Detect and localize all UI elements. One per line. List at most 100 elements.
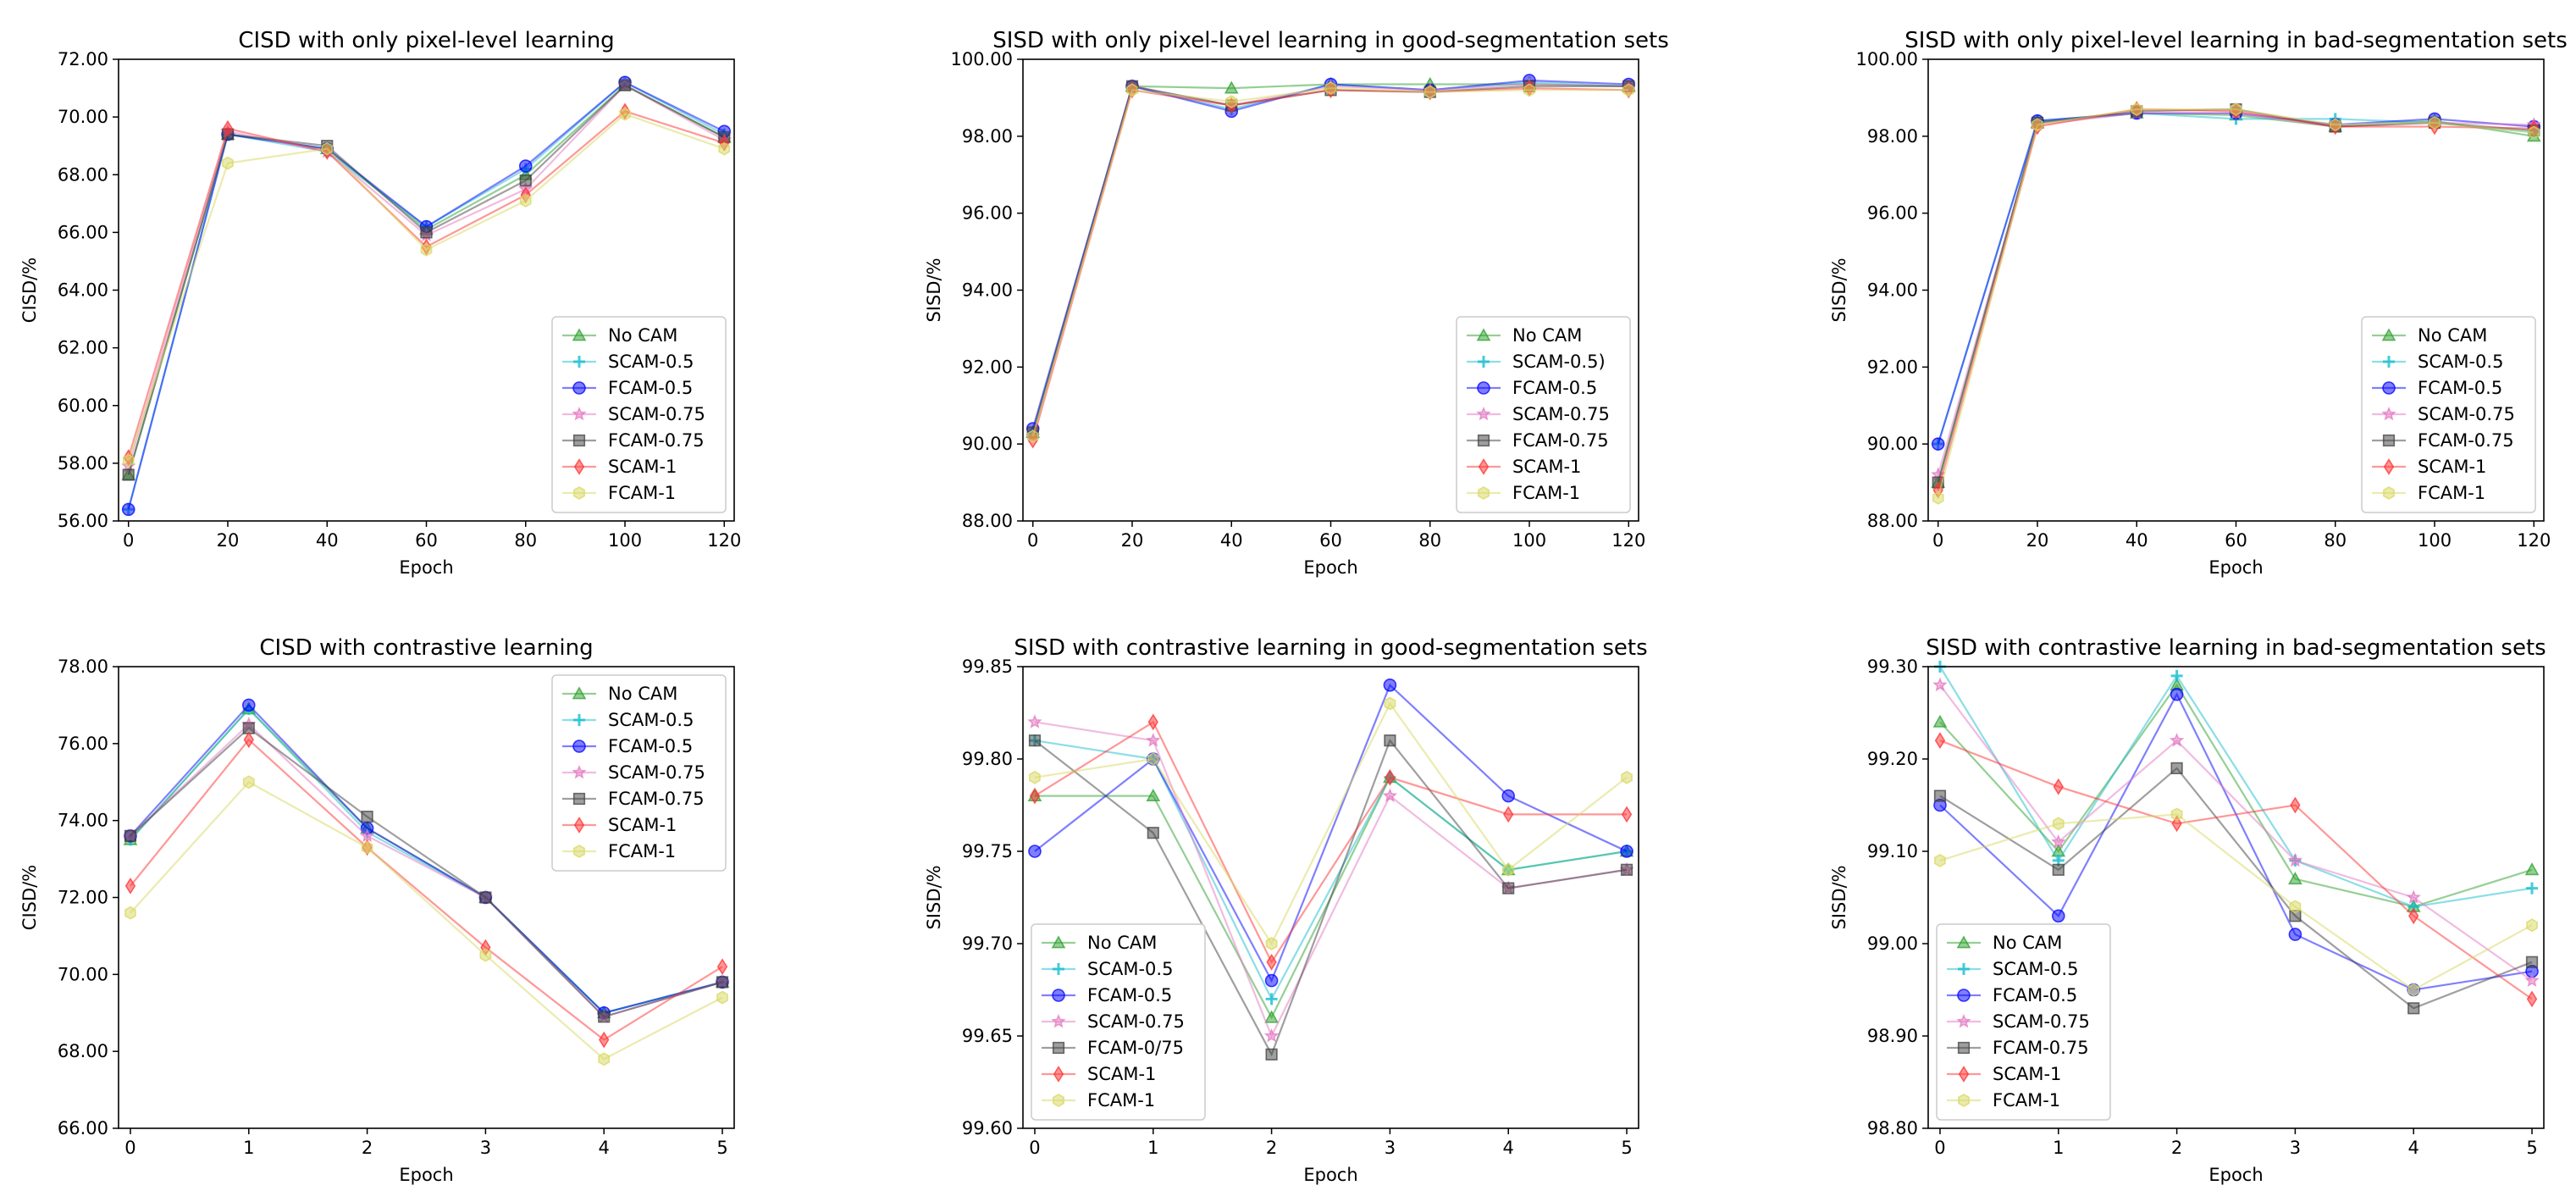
legend-entry-fcam-1: FCAM-1 — [1512, 483, 1580, 503]
x-tick-label: 40 — [1220, 530, 1243, 551]
legend-marker — [573, 845, 585, 858]
x-tick-label: 100 — [2418, 530, 2452, 551]
data-point — [1029, 787, 1041, 805]
legend-marker — [1053, 1094, 1064, 1107]
legend-marker — [573, 356, 585, 368]
y-tick-label: 99.85 — [962, 656, 1013, 677]
legend-entry-fcam-0-75: FCAM-0.75 — [2418, 430, 2514, 451]
y-tick-label: 78.00 — [58, 656, 108, 677]
data-point — [1620, 863, 1633, 876]
data-point — [361, 840, 373, 855]
data-point — [2329, 118, 2341, 132]
series-line-fcam-0-75 — [1034, 739, 1628, 1057]
x-tick-label: 80 — [514, 530, 537, 551]
x-tick-label: 100 — [1512, 530, 1546, 551]
data-point — [241, 698, 256, 712]
data-point — [1503, 806, 1514, 823]
data-point — [1146, 733, 1161, 747]
y-tick-label: 100.00 — [951, 49, 1013, 69]
x-tick-label: 40 — [2125, 530, 2148, 551]
series-fcam-1 — [1934, 807, 2538, 997]
data-point — [519, 193, 532, 208]
data-point — [2131, 102, 2143, 116]
data-point — [1147, 713, 1158, 731]
series-line-no-cam — [1939, 683, 2533, 908]
data-point — [479, 891, 492, 904]
data-point — [1931, 437, 1945, 451]
series-line-fcam-0-75 — [130, 727, 723, 1018]
legend-marker — [1957, 989, 1971, 1002]
legend-entry-no-cam: No CAM — [1512, 325, 1582, 346]
chart-panel-3: SISD with only pixel-level learning in b… — [1829, 28, 2568, 578]
data-point — [2230, 102, 2242, 116]
legend-marker — [1958, 963, 1970, 975]
legend-entry-no-cam: No CAM — [1087, 933, 1157, 953]
y-tick-label: 76.00 — [58, 734, 108, 754]
data-point — [2169, 733, 2185, 747]
series-line-fcam-1 — [1034, 701, 1628, 946]
data-point — [2051, 909, 2065, 923]
series-line-fcam-1 — [130, 780, 723, 1061]
chart-title: CISD with contrastive learning — [259, 635, 593, 661]
legend: No CAM SCAM-0.5 FCAM-0.5 SCAM-0.75 FCAM-0/75… — [1031, 923, 1206, 1121]
data-point — [1026, 429, 1039, 444]
data-point — [1933, 789, 1947, 802]
data-point — [2051, 834, 2066, 849]
chart-panel-4: CISD with contrastive learning 66.00 68.00… — [19, 635, 735, 1185]
legend-box — [1936, 923, 2111, 1121]
legend-entry-fcam-0-5: FCAM-0.5 — [1512, 378, 1597, 398]
x-tick-label: 5 — [716, 1138, 727, 1158]
data-point — [1934, 732, 1946, 750]
y-tick-label: 99.20 — [1867, 749, 1918, 769]
data-point — [2170, 687, 2184, 701]
data-point — [2289, 900, 2302, 914]
y-axis-label: CISD/% — [19, 865, 40, 930]
data-point — [1621, 806, 1633, 823]
legend-entry-fcam-1: FCAM-1 — [1087, 1090, 1155, 1111]
legend-marker — [572, 764, 587, 779]
x-tick-label: 80 — [1418, 530, 1441, 551]
legend-marker — [572, 328, 587, 341]
data-point — [518, 159, 533, 173]
legend-entry-scam-0-75: SCAM-0.75 — [2418, 404, 2515, 424]
chart-title: SISD with only pixel-level learning in b… — [1904, 28, 2568, 53]
data-point — [1028, 845, 1042, 858]
y-tick-label: 98.80 — [1867, 1118, 1918, 1138]
x-tick-label: 0 — [1027, 530, 1038, 551]
legend-marker — [2382, 381, 2396, 395]
data-point — [1622, 83, 1635, 97]
data-point — [479, 948, 492, 962]
chart-title: SISD with contrastive learning in bad-se… — [1926, 635, 2546, 661]
legend-entry-fcam-0-5: FCAM-0.5 — [1993, 985, 2077, 1005]
legend-entry-fcam-1: FCAM-1 — [608, 841, 676, 861]
y-tick-label: 62.00 — [58, 338, 108, 358]
legend-entry-scam-0-75: SCAM-0.75 — [1512, 404, 1610, 424]
legend-marker — [2383, 356, 2395, 368]
x-tick-label: 80 — [2324, 530, 2347, 551]
data-point — [2052, 817, 2065, 831]
legend-marker — [573, 714, 585, 726]
data-point — [1147, 752, 1159, 766]
data-point — [122, 468, 135, 481]
x-tick-label: 0 — [1932, 530, 1943, 551]
legend-entry-fcam-0-75: FCAM-0.75 — [608, 430, 705, 451]
series-no-cam — [1932, 678, 2540, 912]
legend-marker — [1478, 458, 1490, 475]
legend-marker — [2381, 406, 2396, 421]
legend-entry-fcam-0-5: FCAM-0.5 — [608, 378, 693, 398]
data-point — [1423, 85, 1436, 99]
legend-marker — [1477, 434, 1490, 447]
data-point — [222, 156, 234, 170]
legend-entry-fcam-0-5: FCAM-0.5 — [2418, 378, 2502, 398]
y-axis-label: CISD/% — [19, 258, 40, 323]
y-tick-label: 98.00 — [1867, 126, 1918, 147]
data-point — [599, 1031, 610, 1049]
data-point — [2528, 125, 2540, 140]
data-point — [2407, 983, 2420, 997]
y-tick-label: 98.90 — [1867, 1026, 1918, 1046]
data-point — [2032, 118, 2043, 132]
legend-entry-scam-0-75: SCAM-0.75 — [1993, 1011, 2090, 1032]
legend-marker — [572, 434, 586, 447]
legend-marker — [1478, 356, 1490, 368]
